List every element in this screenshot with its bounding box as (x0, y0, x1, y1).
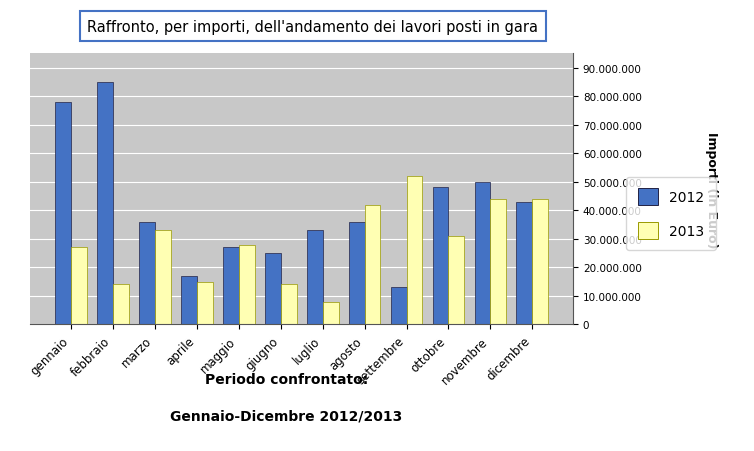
Bar (181, 276, 197, 325)
Bar (474, 182, 490, 325)
Text: Periodo confrontato:: Periodo confrontato: (205, 373, 368, 387)
Bar (490, 199, 507, 325)
Bar (391, 288, 406, 325)
Bar (97, 83, 113, 325)
Legend: 2012, 2013: 2012, 2013 (627, 178, 716, 251)
Text: Raffronto, per importi, dell'andamento dei lavori posti in gara: Raffronto, per importi, dell'andamento d… (87, 19, 538, 35)
Bar (197, 282, 213, 325)
Bar (433, 188, 449, 325)
Bar (280, 285, 296, 325)
Bar (113, 285, 129, 325)
Bar (323, 302, 339, 325)
Bar (265, 253, 280, 325)
Bar (532, 199, 548, 325)
Bar (239, 245, 255, 325)
Bar (155, 231, 170, 325)
Text: Gennaio-Dicembre 2012/2013: Gennaio-Dicembre 2012/2013 (170, 409, 403, 423)
Bar (71, 248, 87, 325)
Bar (348, 222, 364, 325)
Bar (55, 102, 71, 325)
Bar (406, 177, 422, 325)
Bar (139, 222, 155, 325)
Y-axis label: Importi (in Euro): Importi (in Euro) (705, 131, 718, 248)
Bar (449, 236, 464, 325)
Bar (307, 231, 323, 325)
Bar (516, 202, 532, 325)
Bar (364, 205, 381, 325)
Bar (222, 248, 239, 325)
